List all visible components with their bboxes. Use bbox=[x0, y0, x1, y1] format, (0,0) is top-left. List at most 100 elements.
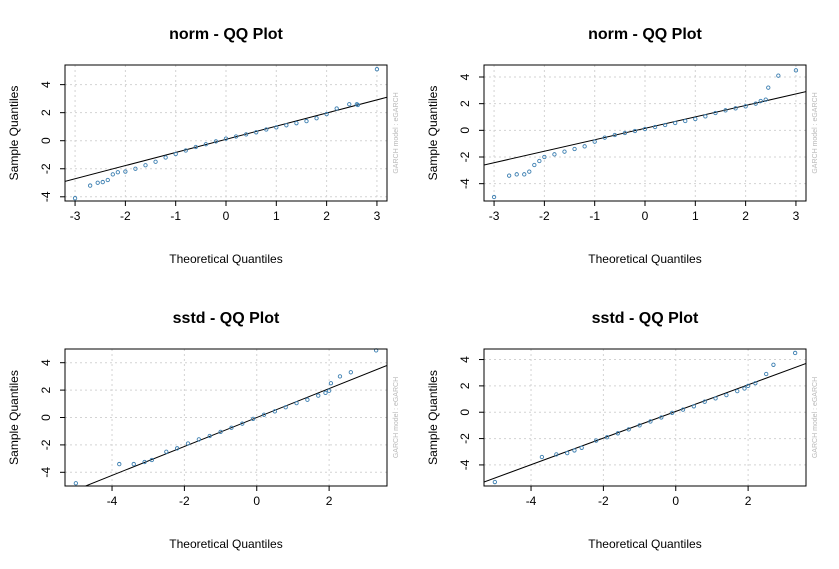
qq-reference-line bbox=[65, 96, 387, 182]
qq-point bbox=[652, 124, 658, 130]
qq-point bbox=[745, 383, 751, 389]
qq-point bbox=[261, 412, 267, 417]
qq-point bbox=[240, 421, 245, 426]
qq-point bbox=[615, 431, 621, 436]
qq-point bbox=[73, 481, 79, 486]
y-tick-label: -4 bbox=[458, 178, 472, 189]
qq-point bbox=[163, 155, 168, 160]
x-tick-label: 0 bbox=[672, 494, 679, 508]
qq-point bbox=[673, 120, 678, 126]
qq-point bbox=[491, 194, 497, 200]
y-axis-label: Sample Quantiles bbox=[7, 86, 21, 181]
qq-point bbox=[294, 400, 299, 406]
qq-point bbox=[522, 172, 527, 177]
qq-point bbox=[143, 163, 148, 168]
qq-point bbox=[604, 435, 610, 440]
x-tick-label: -4 bbox=[107, 494, 118, 508]
x-axis-label: Theoretical Quantiles bbox=[169, 252, 282, 266]
y-tick-label: -2 bbox=[458, 433, 472, 444]
y-tick-label: -2 bbox=[39, 439, 53, 450]
qq-point bbox=[305, 397, 310, 402]
qq-point bbox=[572, 146, 577, 152]
qq-point bbox=[793, 68, 799, 73]
qq-point bbox=[207, 433, 212, 439]
y-axis-label: Sample Quantiles bbox=[426, 86, 440, 181]
qq-point bbox=[88, 183, 93, 188]
x-tick-label: 2 bbox=[745, 494, 752, 508]
qq-point bbox=[110, 172, 115, 177]
qq-point bbox=[735, 389, 740, 394]
qq-point bbox=[337, 374, 343, 379]
qq-point bbox=[626, 427, 631, 432]
qq-point bbox=[233, 134, 239, 139]
x-tick-label: 0 bbox=[223, 209, 230, 223]
qq-point bbox=[753, 101, 758, 106]
qq-point bbox=[284, 123, 289, 128]
qq-point bbox=[642, 126, 648, 132]
qq-panel-4: -4 -2 0 2 -4 -2 0 2 4 sstd - QQ Plot Theoretical Q… bbox=[426, 310, 819, 551]
qq-reference-line bbox=[84, 364, 387, 486]
qq-point bbox=[648, 419, 653, 424]
y-tick-label: 0 bbox=[39, 414, 53, 421]
y-tick-label: -2 bbox=[458, 151, 472, 162]
x-axis-label: Theoretical Quantiles bbox=[588, 537, 701, 551]
qq-point bbox=[554, 452, 559, 457]
qq-point bbox=[691, 404, 696, 409]
qq-point bbox=[153, 159, 158, 164]
x-tick-label: -3 bbox=[70, 209, 81, 223]
x-tick-label: 0 bbox=[253, 494, 260, 508]
chart-title: norm - QQ Plot bbox=[169, 26, 283, 43]
x-tick-label: -2 bbox=[598, 494, 609, 508]
qq-point bbox=[723, 108, 728, 113]
qq-point bbox=[164, 449, 169, 454]
qq-point bbox=[713, 396, 718, 401]
qq-point bbox=[173, 151, 178, 157]
x-tick-label: 2 bbox=[742, 209, 749, 223]
qq-point bbox=[532, 162, 537, 168]
qq-point bbox=[105, 177, 110, 183]
x-tick-label: -3 bbox=[489, 209, 500, 223]
qq-point bbox=[123, 169, 128, 174]
qq-point bbox=[328, 381, 334, 386]
qq-point bbox=[492, 479, 498, 485]
qq-point bbox=[542, 154, 547, 160]
qq-point bbox=[758, 98, 763, 104]
y-tick-label: 0 bbox=[39, 137, 53, 144]
model-note: GARCH model : eGARCH bbox=[393, 92, 400, 173]
qq-point bbox=[683, 118, 688, 124]
plot-frame bbox=[483, 348, 807, 487]
qq-point bbox=[193, 144, 198, 150]
qq-point bbox=[223, 136, 229, 141]
qq-point bbox=[323, 390, 328, 395]
qq-point bbox=[175, 446, 180, 451]
x-tick-label: 1 bbox=[273, 209, 280, 223]
qq-point bbox=[115, 170, 120, 175]
qq-point bbox=[693, 116, 698, 122]
qq-point bbox=[95, 180, 100, 185]
y-tick-label: 4 bbox=[39, 359, 53, 366]
x-tick-label: -4 bbox=[526, 494, 537, 508]
qq-point bbox=[582, 144, 587, 149]
y-tick-label: 0 bbox=[458, 409, 472, 416]
qq-point bbox=[334, 106, 339, 111]
y-tick-label: 2 bbox=[39, 386, 53, 393]
x-tick-label: 3 bbox=[793, 209, 800, 223]
qq-point bbox=[572, 448, 577, 453]
qq-point bbox=[713, 110, 718, 116]
qq-point bbox=[264, 127, 269, 132]
qq-point bbox=[514, 172, 519, 177]
x-tick-label: 2 bbox=[323, 209, 330, 223]
qq-point bbox=[592, 139, 597, 144]
qq-point bbox=[594, 438, 599, 443]
qq-point bbox=[562, 149, 567, 154]
qq-point bbox=[213, 139, 219, 144]
qq-point bbox=[703, 114, 708, 119]
x-tick-label: -1 bbox=[170, 209, 181, 223]
qq-point bbox=[702, 399, 707, 404]
qq-point bbox=[347, 102, 352, 107]
qq-point bbox=[743, 104, 748, 109]
qq-point bbox=[659, 415, 664, 420]
qq-point bbox=[539, 454, 545, 460]
qq-point bbox=[183, 148, 188, 153]
